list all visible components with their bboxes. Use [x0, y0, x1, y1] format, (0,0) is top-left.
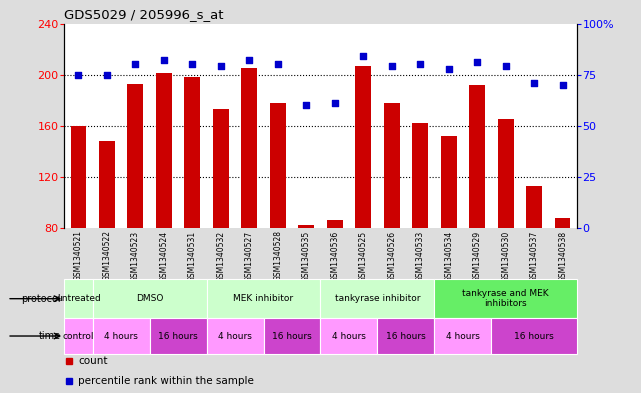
- Bar: [92, 279, 206, 318]
- Bar: [469, 85, 485, 228]
- Bar: [185, 77, 200, 228]
- Text: 4 hours: 4 hours: [104, 332, 138, 340]
- Point: [102, 72, 112, 78]
- Bar: [384, 103, 399, 228]
- Bar: [242, 68, 257, 228]
- Text: GSM1340535: GSM1340535: [302, 230, 311, 282]
- Bar: [441, 136, 456, 228]
- Text: percentile rank within the sample: percentile rank within the sample: [78, 376, 254, 386]
- Text: GDS5029 / 205996_s_at: GDS5029 / 205996_s_at: [64, 8, 224, 21]
- Bar: [435, 279, 577, 318]
- Text: control: control: [63, 332, 94, 340]
- Point: [272, 61, 283, 68]
- Text: tankyrase and MEK
inhibitors: tankyrase and MEK inhibitors: [462, 289, 549, 309]
- Bar: [149, 318, 206, 354]
- Point: [187, 61, 197, 68]
- Text: GSM1340526: GSM1340526: [387, 230, 396, 282]
- Point: [529, 80, 539, 86]
- Text: 16 hours: 16 hours: [514, 332, 554, 340]
- Point: [130, 61, 140, 68]
- Text: 16 hours: 16 hours: [386, 332, 426, 340]
- Bar: [498, 119, 513, 228]
- Bar: [64, 318, 92, 354]
- Bar: [492, 318, 577, 354]
- Point: [159, 57, 169, 64]
- Point: [415, 61, 426, 68]
- Text: GSM1340534: GSM1340534: [444, 230, 453, 282]
- Text: GSM1340525: GSM1340525: [359, 230, 368, 282]
- Text: GSM1340528: GSM1340528: [273, 230, 282, 281]
- Bar: [156, 73, 172, 228]
- Point: [558, 82, 568, 88]
- Text: GSM1340524: GSM1340524: [160, 230, 169, 282]
- Bar: [555, 218, 570, 228]
- Point: [387, 63, 397, 70]
- Text: 16 hours: 16 hours: [272, 332, 312, 340]
- Bar: [378, 318, 435, 354]
- Bar: [327, 220, 342, 228]
- Bar: [320, 318, 378, 354]
- Text: GSM1340522: GSM1340522: [103, 230, 112, 281]
- Bar: [71, 126, 86, 228]
- Bar: [206, 279, 320, 318]
- Text: GSM1340523: GSM1340523: [131, 230, 140, 282]
- Text: GSM1340521: GSM1340521: [74, 230, 83, 281]
- Bar: [320, 279, 435, 318]
- Bar: [355, 66, 371, 228]
- Text: GSM1340527: GSM1340527: [245, 230, 254, 282]
- Bar: [128, 84, 143, 228]
- Point: [444, 65, 454, 72]
- Text: DMSO: DMSO: [136, 294, 163, 303]
- Text: protocol: protocol: [21, 294, 61, 304]
- Point: [501, 63, 511, 70]
- Text: GSM1340529: GSM1340529: [472, 230, 481, 282]
- Bar: [270, 103, 286, 228]
- Text: MEK inhibitor: MEK inhibitor: [233, 294, 294, 303]
- Text: untreated: untreated: [56, 294, 101, 303]
- Bar: [99, 141, 115, 228]
- Bar: [206, 318, 263, 354]
- Text: count: count: [78, 356, 108, 367]
- Text: GSM1340531: GSM1340531: [188, 230, 197, 282]
- Point: [73, 72, 83, 78]
- Text: GSM1340537: GSM1340537: [529, 230, 538, 282]
- Text: GSM1340532: GSM1340532: [216, 230, 225, 282]
- Text: 4 hours: 4 hours: [332, 332, 366, 340]
- Text: tankyrase inhibitor: tankyrase inhibitor: [335, 294, 420, 303]
- Text: 4 hours: 4 hours: [218, 332, 252, 340]
- Point: [358, 53, 369, 59]
- Bar: [435, 318, 492, 354]
- Text: time: time: [38, 331, 61, 341]
- Bar: [92, 318, 149, 354]
- Bar: [412, 123, 428, 228]
- Text: GSM1340536: GSM1340536: [330, 230, 339, 282]
- Bar: [213, 109, 229, 228]
- Text: GSM1340533: GSM1340533: [416, 230, 425, 282]
- Bar: [299, 226, 314, 228]
- Text: GSM1340530: GSM1340530: [501, 230, 510, 282]
- Bar: [64, 279, 92, 318]
- Point: [301, 102, 312, 108]
- Point: [472, 59, 482, 66]
- Point: [244, 57, 254, 64]
- Text: 4 hours: 4 hours: [446, 332, 480, 340]
- Text: GSM1340538: GSM1340538: [558, 230, 567, 282]
- Point: [329, 100, 340, 107]
- Point: [215, 63, 226, 70]
- Text: 16 hours: 16 hours: [158, 332, 198, 340]
- Bar: [263, 318, 320, 354]
- Bar: [526, 186, 542, 228]
